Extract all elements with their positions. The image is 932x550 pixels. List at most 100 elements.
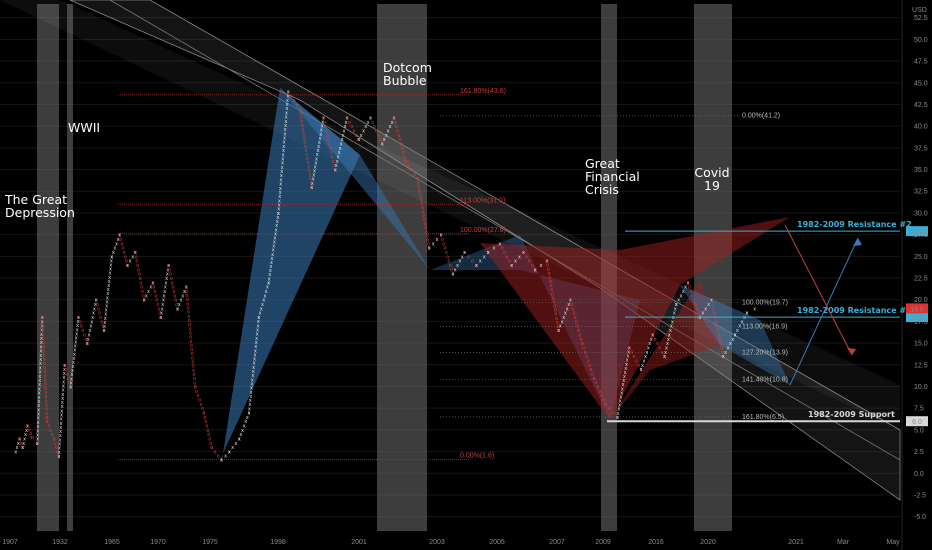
pf-o-mark: o xyxy=(134,250,137,256)
pf-o-mark: o xyxy=(510,263,513,269)
pf-x-mark: x xyxy=(104,312,107,318)
current-price-tag xyxy=(906,303,928,314)
pf-o-mark: o xyxy=(54,441,57,447)
pf-o-mark: o xyxy=(557,328,560,334)
pf-x-mark: x xyxy=(249,394,252,400)
pf-x-mark: x xyxy=(23,437,26,443)
pf-o-mark: o xyxy=(604,402,607,408)
pf-o-mark: o xyxy=(714,315,717,321)
pf-o-mark: o xyxy=(501,246,504,252)
event-label-line: Dotcom xyxy=(383,60,432,75)
pf-x-mark: x xyxy=(165,280,168,286)
pf-o-mark: o xyxy=(585,354,588,360)
pf-o-mark: o xyxy=(26,424,29,430)
pf-o-mark: o xyxy=(580,337,583,343)
event-label: Covid 19 xyxy=(694,165,729,193)
price-tick-label: 32.5 xyxy=(914,189,928,196)
pf-o-mark: o xyxy=(206,428,209,434)
pf-x-mark: x xyxy=(671,319,674,325)
pf-x-mark: x xyxy=(617,411,620,417)
price-axis[interactable]: USD -5.0 -2.5 0.0 2.5 5.0 7.5 10.0 12.5 15.0 17.5… xyxy=(912,7,928,521)
pf-o-mark: o xyxy=(168,267,171,273)
pf-o-mark: o xyxy=(305,152,308,158)
pf-x-mark: x xyxy=(522,250,525,256)
pf-o-mark: o xyxy=(582,345,585,351)
pf-o-mark: o xyxy=(552,299,555,305)
pf-o-mark: o xyxy=(172,285,175,291)
pf-o-mark: o xyxy=(651,332,654,338)
pf-x-mark: x xyxy=(40,336,43,342)
price-tag-label: 18.0 xyxy=(910,315,924,322)
pf-x-mark: x xyxy=(86,341,89,347)
price-tag-label: 6.0 xyxy=(912,419,922,426)
pf-x-mark: x xyxy=(105,308,108,314)
pf-x-mark: x xyxy=(561,319,564,325)
pf-x-mark: x xyxy=(479,259,482,265)
price-tick-label: 45.0 xyxy=(914,80,928,87)
descending-channel xyxy=(0,0,901,501)
pf-o-mark: o xyxy=(602,398,605,404)
pf-x-mark: x xyxy=(151,280,154,286)
pf-o-mark: o xyxy=(546,263,549,269)
pf-x-mark: x xyxy=(313,169,316,175)
fib-label: 100.00%(27.6) xyxy=(460,227,506,234)
projection-arrow xyxy=(789,237,859,386)
pf-o-mark: o xyxy=(45,411,48,417)
pf-x-mark: x xyxy=(279,182,282,188)
xabcd-pattern-blue xyxy=(280,88,430,270)
pf-o-mark: o xyxy=(715,324,718,330)
pf-x-mark: x xyxy=(321,124,324,130)
pf-o-mark: o xyxy=(209,441,212,447)
pf-x-mark: x xyxy=(664,350,667,356)
pf-o-mark: o xyxy=(395,124,398,130)
pf-o-mark: o xyxy=(569,298,572,304)
point-and-figure-series: xxxxoooxxxxxxooooooxxxxxxxxxxxxxxxxxxxxx… xyxy=(14,89,756,463)
pf-o-mark: o xyxy=(556,324,559,330)
fib-label: 0.00%(41.2) xyxy=(742,113,780,120)
pf-o-mark: o xyxy=(375,128,378,134)
pf-o-mark: o xyxy=(42,336,45,342)
fib-label: 161.80%(6.5) xyxy=(742,414,784,421)
pf-o-mark: o xyxy=(29,431,32,437)
pf-x-mark: x xyxy=(36,428,39,434)
pf-o-mark: o xyxy=(304,144,307,150)
pf-o-mark: o xyxy=(590,367,593,373)
pf-o-mark: o xyxy=(592,376,595,382)
pf-x-mark: x xyxy=(102,328,105,334)
pf-x-mark: x xyxy=(17,441,20,447)
time-tick-label: 2021 xyxy=(788,539,804,546)
pf-x-mark: x xyxy=(738,324,741,330)
pf-o-mark: o xyxy=(450,267,453,273)
pf-o-mark: o xyxy=(326,133,329,139)
price-tick-label: 27.5 xyxy=(914,232,928,239)
pf-x-mark: x xyxy=(38,395,41,401)
pf-o-mark: o xyxy=(404,159,407,165)
pf-x-mark: x xyxy=(251,377,254,383)
pf-x-mark: x xyxy=(58,441,61,447)
price-tick-label: 15.0 xyxy=(914,341,928,348)
pf-o-mark: o xyxy=(192,364,195,370)
pf-x-mark: x xyxy=(566,306,569,312)
pf-o-mark: o xyxy=(204,419,207,425)
time-axis[interactable]: 1907 1932 1965 1970 1975 1998 2001 2003 2005 2007… xyxy=(2,539,900,546)
event-label-line: WWII xyxy=(68,120,100,135)
pf-x-mark: x xyxy=(391,120,394,126)
pf-o-mark: o xyxy=(192,368,195,374)
pf-o-mark: o xyxy=(719,341,722,347)
pf-o-mark: o xyxy=(522,250,525,256)
pf-x-mark: x xyxy=(620,390,623,396)
pf-o-mark: o xyxy=(198,398,201,404)
pf-o-mark: o xyxy=(628,345,631,351)
grid xyxy=(0,0,903,550)
pf-x-mark: x xyxy=(109,267,112,273)
pf-o-mark: o xyxy=(191,351,194,357)
pf-x-mark: x xyxy=(62,384,65,390)
pf-x-mark: x xyxy=(745,311,748,317)
pf-x-mark: x xyxy=(343,128,346,134)
pf-x-mark: x xyxy=(262,298,265,304)
price-tag xyxy=(906,416,928,427)
price-tag xyxy=(906,226,928,237)
event-band xyxy=(377,4,427,531)
pf-x-mark: x xyxy=(280,177,283,183)
pf-x-mark: x xyxy=(70,376,73,382)
